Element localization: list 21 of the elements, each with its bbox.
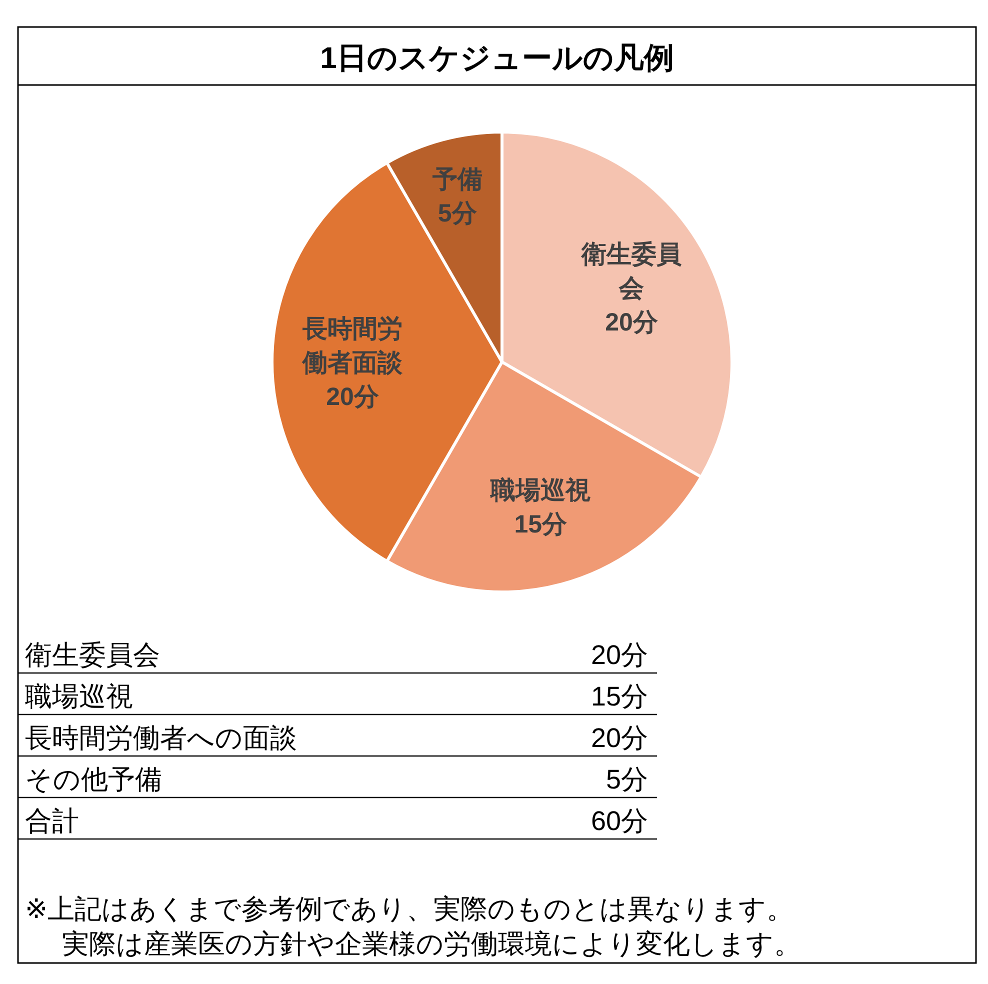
slice-label: 予備 bbox=[431, 165, 482, 194]
text: ※上記はあくまで参考例であり、実際のものとは異なります。 bbox=[25, 894, 794, 924]
text: 20分 bbox=[590, 640, 648, 670]
slice-label: 職場巡視 bbox=[490, 476, 591, 504]
chart-title: 1日のスケジュールの凡例 bbox=[320, 42, 674, 75]
text: その他予備 bbox=[25, 764, 162, 794]
text: 合計 bbox=[25, 806, 79, 836]
text: 職場巡視 bbox=[25, 682, 133, 712]
data-label: 15分 bbox=[514, 510, 568, 538]
data-label: 20分 bbox=[605, 308, 659, 336]
slice-label: 衛生委員会 bbox=[580, 240, 682, 302]
text: 衛生委員会 bbox=[25, 640, 160, 670]
text: 5分 bbox=[606, 764, 648, 794]
text: 60分 bbox=[590, 806, 648, 836]
slice-label: 長時間労働者面談 bbox=[302, 315, 404, 377]
text: 実際は産業医の方針や企業様の労働環境により変化します。 bbox=[62, 929, 801, 959]
text: 15分 bbox=[590, 682, 648, 712]
text: 長時間労働者への面談 bbox=[25, 723, 297, 753]
text: 20分 bbox=[590, 723, 648, 753]
data-label: 5分 bbox=[438, 199, 478, 228]
data-label: 20分 bbox=[326, 383, 380, 411]
